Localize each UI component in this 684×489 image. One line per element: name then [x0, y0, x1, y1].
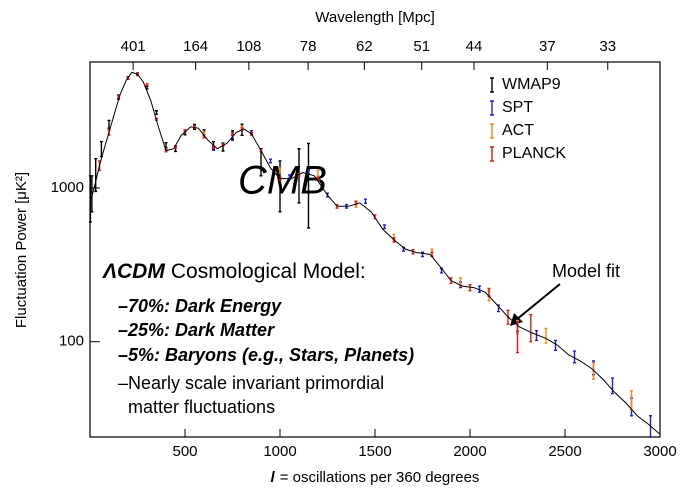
error-bar — [307, 142, 310, 229]
error-bar — [573, 350, 576, 364]
bullet-text: –70%: Dark Energy — [118, 296, 282, 316]
x2-tick-label: 62 — [356, 38, 373, 55]
bullet-list: –70%: Dark Energy –25%: Dark Matter –5%: B… — [118, 296, 414, 417]
error-bar — [231, 132, 234, 136]
bullet-text: –5%: Baryons (e.g., Stars, Planets) — [118, 345, 414, 365]
arrow-head — [510, 313, 523, 326]
x-tick-label: 2500 — [548, 443, 581, 460]
legend-icon — [490, 77, 494, 93]
legend-icon — [490, 146, 494, 162]
model-symbol: ΛCDM — [102, 260, 165, 283]
cmb-label: CMB — [238, 159, 327, 203]
x2-tick-label: 108 — [236, 38, 261, 55]
error-bar — [554, 339, 557, 351]
y-tick-label: 100 — [59, 333, 84, 350]
legend-label: ACT — [502, 122, 534, 139]
bullet-text: matter fluctuations — [128, 397, 275, 417]
error-bar — [630, 390, 633, 411]
model-fit-label: Model fit — [552, 261, 620, 281]
error-bar — [592, 362, 595, 380]
error-bar — [544, 327, 548, 344]
x2-tick-label: 33 — [599, 38, 616, 55]
error-bar — [155, 110, 158, 115]
x2-tick-label: 51 — [413, 38, 430, 55]
error-bar — [364, 198, 367, 205]
bullet-text: –25%: Dark Matter — [118, 320, 275, 340]
legend-label: SPT — [502, 99, 533, 116]
x2-tick-label: 44 — [466, 38, 483, 55]
legend-icon — [490, 100, 494, 116]
model-title: ΛCDM Cosmological Model: — [102, 260, 366, 283]
x-tick-label: 2000 — [453, 443, 486, 460]
x-tick-label: 3000 — [643, 443, 676, 460]
x2-tick-label: 78 — [300, 38, 317, 55]
x-tick-label: 1500 — [358, 443, 391, 460]
error-bar — [529, 313, 533, 343]
x-tick-label: 500 — [172, 443, 197, 460]
error-bar — [535, 329, 538, 342]
x2-tick-label: 37 — [539, 38, 556, 55]
legend-label: PLANCK — [502, 145, 566, 162]
x-tick-label: 1000 — [263, 443, 296, 460]
x-axis-symbol: l — [271, 469, 276, 486]
error-bar — [278, 167, 282, 174]
x2-tick-label: 164 — [183, 38, 208, 55]
legend-label: WMAP9 — [502, 76, 561, 93]
error-bar — [478, 285, 481, 293]
bullet-text: –Nearly scale invariant primordial — [118, 373, 384, 393]
x-axis-title: l = oscillations per 360 degrees — [271, 469, 480, 486]
model-title-text: Cosmological Model: — [171, 260, 366, 283]
error-bar — [516, 320, 519, 354]
error-bar — [611, 377, 614, 395]
x-axis-text: = oscillations per 360 degrees — [280, 469, 480, 486]
x2-tick-label: 401 — [121, 38, 146, 55]
error-bar — [269, 158, 272, 164]
error-bar — [90, 175, 94, 213]
error-bar — [316, 169, 320, 177]
error-bar — [145, 83, 149, 87]
x2-axis-title: Wavelength [Mpc] — [315, 9, 435, 26]
error-bar — [383, 224, 386, 230]
y-tick-label: 1000 — [51, 179, 84, 196]
arrow-line — [515, 283, 561, 321]
legend-icon — [490, 123, 494, 139]
error-bar — [468, 283, 472, 292]
y-axis-title: Fluctuation Power [μK²] — [13, 172, 30, 328]
model-fit-line — [89, 71, 661, 435]
error-bar — [94, 158, 98, 193]
